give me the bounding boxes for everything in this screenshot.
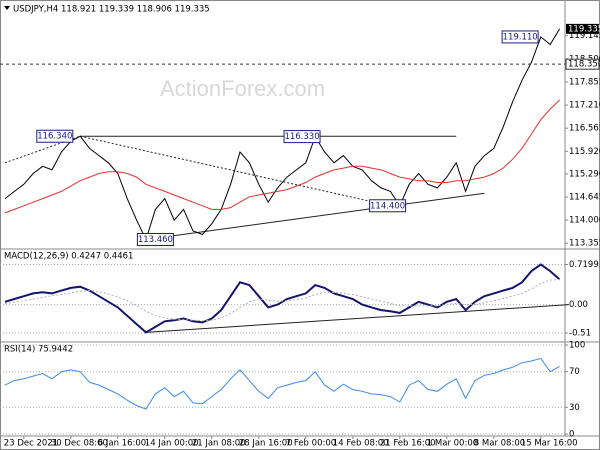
price-annotation-box <box>36 129 74 143</box>
y-tick-label: 119.145 <box>569 31 600 41</box>
y-tick-label: 117.855 <box>569 77 600 87</box>
chart-title: USDJPY,H4 118.921 119.339 118.906 119.33… <box>13 5 210 15</box>
y-tick-label: 0 <box>569 430 574 440</box>
price-box <box>566 23 599 34</box>
series-line <box>4 263 561 334</box>
price-annotation: 113.460 <box>138 235 173 245</box>
price-label: 119.335 <box>568 24 600 34</box>
price-annotation: 116.340 <box>37 132 72 142</box>
y-tick-label: 0.00 <box>569 300 588 310</box>
y-tick-label: 0.7199 <box>569 260 599 270</box>
y-tick-label: 30 <box>569 403 580 413</box>
level-label: 118.350 <box>568 60 600 70</box>
symbol-icon <box>4 6 10 10</box>
x-tick-label: 21 Jan 08:00 <box>192 439 246 449</box>
x-tick-label: 15 Mar 16:00 <box>521 439 578 449</box>
x-tick-label: 7 Feb 00:00 <box>286 439 336 449</box>
y-tick-label: 100 <box>569 341 585 351</box>
price-annotation-box <box>136 232 174 246</box>
price-annotation-box <box>283 130 321 144</box>
x-tick-label: 14 Jan 00:00 <box>145 439 199 449</box>
price-annotation: 119.110 <box>503 32 538 42</box>
price-annotation: 114.400 <box>370 201 405 211</box>
x-tick-label: 14 Feb 08:00 <box>333 439 389 449</box>
series-line <box>4 28 561 241</box>
y-tick-label: 115.290 <box>569 169 600 179</box>
rsi-title: RSI(14) 75.9442 <box>4 345 73 355</box>
x-tick-label: 23 Dec 2021 <box>4 439 58 449</box>
y-tick-label: 70 <box>569 367 580 377</box>
x-tick-label: 6 Jan 16:00 <box>98 439 146 449</box>
series-line <box>4 279 560 322</box>
y-tick-label: 114.645 <box>569 192 600 202</box>
y-tick-label: -0.51 <box>569 328 591 338</box>
y-tick-label: 114.000 <box>569 216 600 226</box>
series-line <box>4 99 560 214</box>
y-tick-label: 113.355 <box>569 239 600 249</box>
x-tick-label: 8 Mar 08:00 <box>474 439 525 449</box>
level-box <box>565 58 600 70</box>
x-tick-label: 30 Dec 08:00 <box>51 439 108 449</box>
trend-line <box>145 192 485 240</box>
y-tick-label: 117.210 <box>569 101 600 111</box>
watermark: ActionForex.com <box>160 76 325 101</box>
macd-title: MACD(12,26,9) 0.4247 0.4461 <box>4 252 133 262</box>
y-tick-label: 116.565 <box>569 124 600 134</box>
price-annotation: 116.330 <box>284 132 319 142</box>
series-line <box>4 357 560 410</box>
trend-line <box>145 304 570 333</box>
x-tick-label: 21 Feb 16:00 <box>380 439 436 449</box>
x-tick-label: 28 Jan 16:00 <box>239 439 293 449</box>
x-tick-label: 1 Mar 00:00 <box>427 439 478 449</box>
y-tick-label: 115.920 <box>569 147 600 157</box>
price-annotation-box <box>369 199 407 213</box>
price-annotation-box <box>501 30 539 44</box>
